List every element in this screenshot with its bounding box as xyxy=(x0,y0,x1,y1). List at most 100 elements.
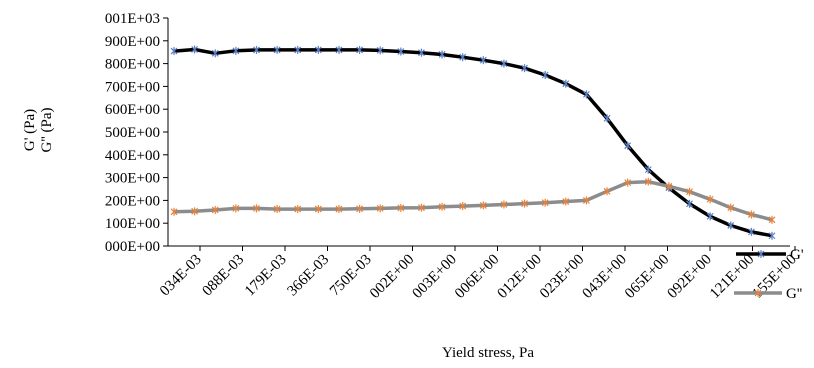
data-point xyxy=(624,141,632,150)
y-tick-label: 400E+00 xyxy=(105,148,160,164)
y-tick-label: 800E+00 xyxy=(105,57,160,73)
x-tick-label: 012E+00 xyxy=(495,252,545,302)
data-point xyxy=(747,227,755,236)
x-tick-label: 065E+00 xyxy=(622,252,672,302)
x-tick-label: 006E+00 xyxy=(452,252,502,302)
x-tick-label: 092E+00 xyxy=(665,252,715,302)
data-point xyxy=(418,203,425,212)
x-tick-label: 043E+00 xyxy=(580,252,630,302)
y-tick-label: 900E+00 xyxy=(105,34,160,50)
data-point xyxy=(438,50,446,59)
data-point xyxy=(211,49,219,58)
y-tick-label: 200E+00 xyxy=(105,193,160,209)
series-line xyxy=(173,47,773,238)
x-axis: 034E-03088E-03179E-03366E-03750E-03002E+… xyxy=(157,245,800,302)
data-point xyxy=(562,79,570,88)
data-point xyxy=(582,196,590,205)
data-point xyxy=(768,231,776,240)
data-point xyxy=(644,165,652,174)
data-point xyxy=(211,205,219,214)
data-point xyxy=(191,207,199,216)
data-point xyxy=(232,46,240,55)
legend-label: G' xyxy=(790,247,804,263)
series-2 xyxy=(170,177,776,224)
y-tick-label: 500E+00 xyxy=(105,125,160,141)
data-point xyxy=(273,205,281,214)
data-point xyxy=(356,45,364,54)
data-point xyxy=(459,53,467,62)
data-point xyxy=(644,177,652,186)
data-point xyxy=(376,204,384,213)
data-point xyxy=(768,215,776,224)
y-tick-label: 700E+00 xyxy=(105,79,160,95)
legend-marker xyxy=(757,250,765,258)
data-point xyxy=(706,195,714,204)
x-tick-label: 023E+00 xyxy=(537,252,587,302)
data-point xyxy=(294,45,302,54)
data-point xyxy=(665,182,673,191)
data-point xyxy=(459,202,467,211)
y-axis-title-line-2: G'' (Pa) xyxy=(39,108,55,153)
data-point xyxy=(253,45,260,54)
series-1 xyxy=(170,45,776,240)
data-point xyxy=(232,204,240,213)
data-point xyxy=(624,178,632,187)
x-tick-label: 088E-03 xyxy=(199,252,247,300)
data-point xyxy=(397,203,405,212)
data-point xyxy=(294,205,302,214)
y-tick-label: 100E+00 xyxy=(105,216,160,232)
data-point xyxy=(500,59,508,68)
data-point xyxy=(562,197,570,206)
data-point xyxy=(603,187,611,196)
data-point xyxy=(479,201,487,210)
data-point xyxy=(500,200,508,209)
legend-item: G'' xyxy=(734,286,803,302)
x-tick-label: 366E-03 xyxy=(284,252,332,300)
y-tick-label: 300E+00 xyxy=(105,171,160,187)
data-point xyxy=(479,56,487,65)
data-point xyxy=(686,199,693,208)
data-point xyxy=(727,221,735,230)
data-point xyxy=(314,205,322,214)
y-axis-title: G' (Pa) G'' (Pa) xyxy=(22,108,55,153)
data-point xyxy=(686,187,693,196)
legend-item: G' xyxy=(736,247,804,263)
data-point xyxy=(335,205,343,214)
plot-area xyxy=(170,45,776,240)
data-point xyxy=(541,71,549,79)
x-tick-label: 034E-03 xyxy=(157,252,205,300)
data-point xyxy=(170,47,178,56)
y-axis: 000E+00 100E+00 200E+00 300E+00 400E+00 500E+… xyxy=(105,11,169,255)
data-point xyxy=(521,64,528,73)
legend-marker xyxy=(754,289,762,297)
data-point xyxy=(376,46,384,55)
y-tick-label: 000E+00 xyxy=(105,239,160,255)
x-axis-title: Yield stress, Pa xyxy=(442,345,534,361)
data-point xyxy=(418,48,425,57)
series-line xyxy=(173,179,773,222)
data-point xyxy=(253,204,260,213)
data-point xyxy=(356,204,364,213)
x-tick-label: 002E+00 xyxy=(367,252,417,302)
x-tick-label: 179E-03 xyxy=(242,252,290,300)
legend: G' G'' xyxy=(734,247,804,302)
y-tick-label: 001E+03 xyxy=(105,11,160,27)
data-point xyxy=(706,212,714,221)
data-point xyxy=(273,45,281,54)
data-point xyxy=(747,210,755,219)
data-point xyxy=(521,199,528,208)
data-point xyxy=(397,47,405,56)
data-point xyxy=(170,207,178,216)
y-tick-label: 600E+00 xyxy=(105,102,160,118)
data-point xyxy=(438,202,446,211)
x-tick-label: 003E+00 xyxy=(410,252,460,302)
y-axis-title-line-1: G' (Pa) xyxy=(22,109,38,151)
data-point xyxy=(335,45,343,54)
legend-label: G'' xyxy=(786,286,803,302)
data-point xyxy=(603,114,611,123)
data-point xyxy=(582,90,590,99)
data-point xyxy=(541,198,549,207)
data-point xyxy=(727,203,735,212)
data-point xyxy=(191,45,199,54)
